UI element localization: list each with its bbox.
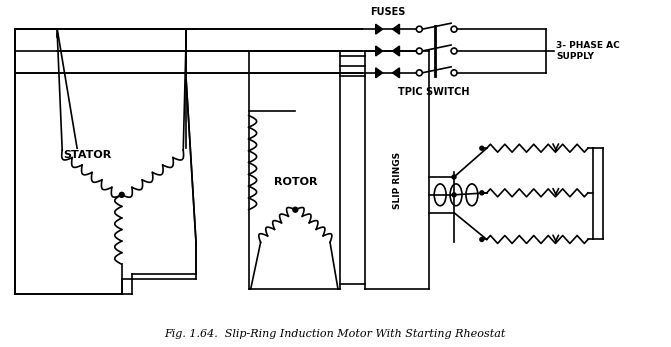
Circle shape [416, 70, 422, 76]
Polygon shape [393, 46, 399, 56]
Text: ROTOR: ROTOR [274, 177, 317, 187]
Text: 3- PHASE AC
SUPPLY: 3- PHASE AC SUPPLY [556, 41, 620, 61]
Circle shape [451, 70, 457, 76]
Circle shape [480, 237, 484, 242]
Text: FUSES: FUSES [370, 7, 405, 17]
Circle shape [416, 48, 422, 54]
Polygon shape [376, 46, 382, 56]
Text: TPIC SWITCH: TPIC SWITCH [399, 87, 470, 97]
Polygon shape [393, 24, 399, 34]
Circle shape [452, 175, 456, 179]
Text: Fig. 1.64.  Slip-Ring Induction Motor With Starting Rheostat: Fig. 1.64. Slip-Ring Induction Motor Wit… [164, 329, 506, 339]
Circle shape [451, 48, 457, 54]
Polygon shape [376, 24, 382, 34]
Text: SLIP RINGS: SLIP RINGS [393, 151, 401, 209]
Circle shape [452, 193, 456, 197]
Circle shape [451, 26, 457, 32]
Circle shape [480, 191, 484, 195]
Circle shape [293, 207, 298, 212]
Circle shape [416, 26, 422, 32]
Circle shape [480, 146, 484, 150]
Polygon shape [393, 68, 399, 78]
Polygon shape [376, 68, 382, 78]
Circle shape [119, 192, 124, 197]
Text: STATOR: STATOR [63, 150, 111, 160]
